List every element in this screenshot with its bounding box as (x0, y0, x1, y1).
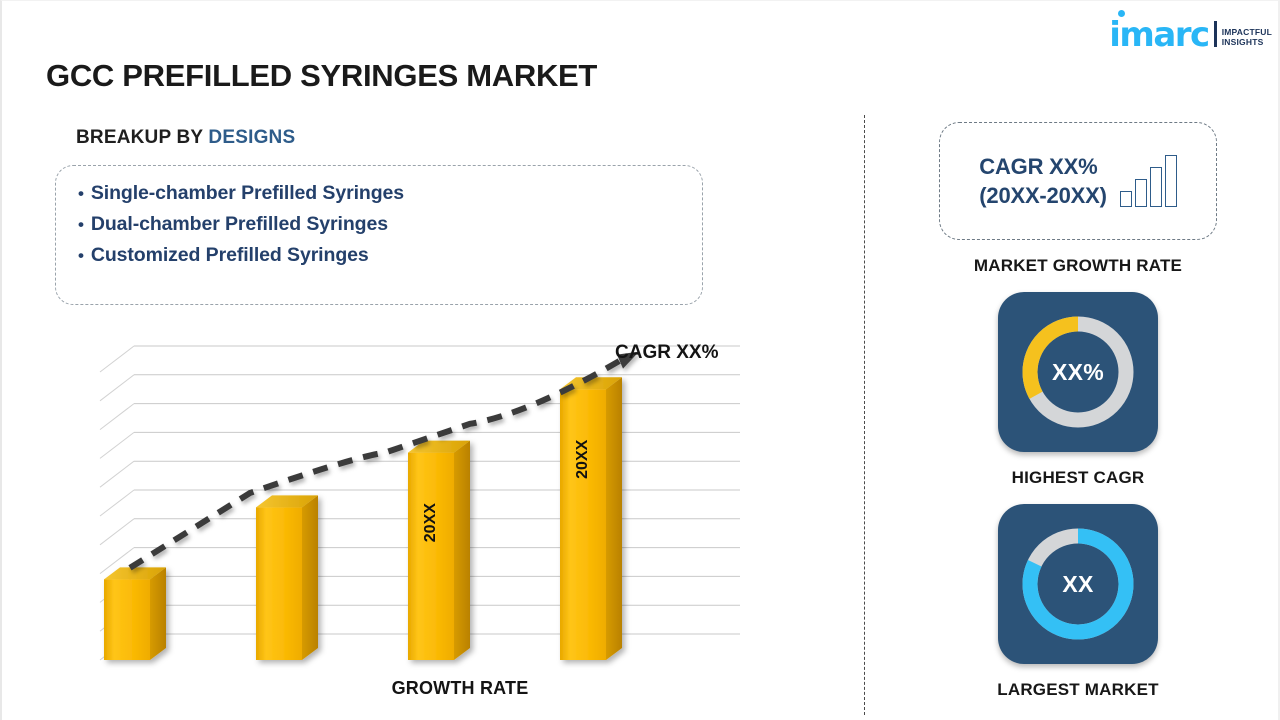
list-item-label: Dual-chamber Prefilled Syringes (90, 213, 388, 235)
growth-bar-segment (1134, 179, 1147, 207)
bar-value-label: 20XX (574, 439, 591, 478)
bar-value-label: 20XX (422, 503, 439, 542)
logo-divider (1213, 21, 1217, 47)
section-heading-prefix: BREAKUP BY (76, 127, 209, 148)
logo-word-text: imarc (1109, 15, 1210, 55)
imarc-logo: imarc IMPACTFUL INSIGHTS (1109, 10, 1272, 52)
largest-market-caption: LARGEST MARKET (997, 680, 1159, 699)
growth-rate-text: CAGR XX% (20XX-20XX) (979, 152, 1107, 210)
highest-cagr-caption: HIGHEST CAGR (1011, 468, 1145, 487)
growth-rate-line2: (20XX-20XX) (979, 183, 1107, 208)
bullet-icon: • (78, 184, 84, 203)
list-item-label: Customized Prefilled Syringes (90, 244, 369, 266)
right-panel: CAGR XX% (20XX-20XX) MARKET GROWTH RATE … (900, 110, 1256, 700)
highest-cagr-donut-icon (1022, 316, 1134, 428)
market-growth-rate-box: CAGR XX% (20XX-20XX) (939, 122, 1217, 240)
section-heading: BREAKUP BY DESIGNS (76, 127, 295, 149)
bullet-icon: • (78, 246, 84, 265)
growth-bar-segment (1149, 167, 1162, 207)
section-heading-highlight: DESIGNS (208, 127, 296, 148)
logo-tagline: IMPACTFUL INSIGHTS (1222, 27, 1272, 50)
chart-canvas: 20XX 20XX (99, 345, 740, 661)
chart-cagr-label: CAGR XX% (615, 342, 719, 363)
vertical-divider (864, 115, 865, 715)
logo-wordmark: imarc (1109, 10, 1211, 52)
growth-bar-segment (1119, 191, 1132, 207)
list-item: • Dual-chamber Prefilled Syringes (78, 209, 702, 240)
chart-axis-caption: GROWTH RATE (391, 678, 529, 698)
list-item: • Customized Prefilled Syringes (78, 240, 702, 271)
page-title: GCC PREFILLED SYRINGES MARKET (46, 58, 598, 93)
list-item-label: Single-chamber Prefilled Syringes (90, 182, 404, 204)
highest-cagr-value: XX% (1051, 358, 1105, 385)
growth-rate-line1: CAGR XX% (979, 154, 1098, 179)
list-item: • Single-chamber Prefilled Syringes (78, 178, 702, 209)
growth-bar-segment (1164, 155, 1177, 207)
breakup-list-box: • Single-chamber Prefilled Syringes • Du… (55, 165, 703, 305)
ascending-bars-icon (1117, 155, 1177, 207)
chart-bar-labels: 20XX 20XX (422, 439, 591, 542)
chart-bars (104, 377, 622, 660)
highest-cagr-tile: XX% (998, 292, 1158, 452)
largest-market-tile: XX (998, 504, 1158, 664)
chart-trendline (128, 351, 639, 571)
logo-dot-icon (1118, 10, 1126, 17)
bullet-icon: • (78, 215, 84, 234)
largest-market-donut-icon (1022, 528, 1134, 640)
largest-market-value: XX (1062, 570, 1094, 597)
logo-tagline-line2: INSIGHTS (1221, 37, 1264, 47)
logo-tagline-line1: IMPACTFUL (1221, 27, 1272, 37)
growth-bar-chart: 20XX 20XX CAGR XX% GROWTH RATE (40, 330, 760, 710)
market-growth-rate-caption: MARKET GROWTH RATE (973, 256, 1183, 275)
